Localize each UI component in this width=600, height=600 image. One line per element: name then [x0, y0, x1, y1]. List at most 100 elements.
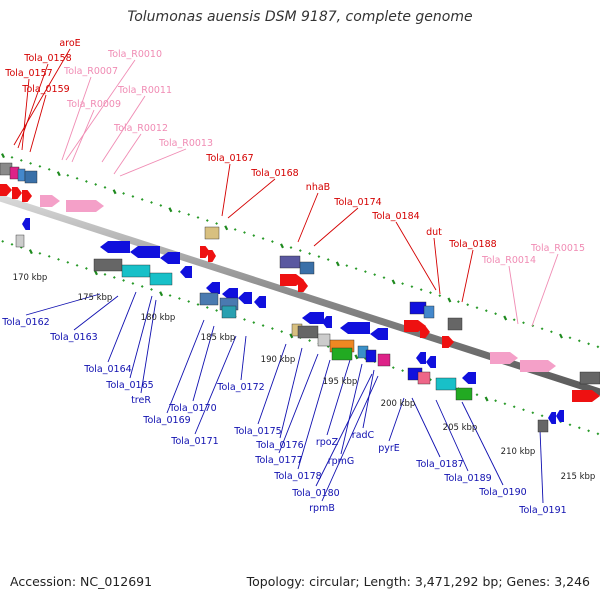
gene-label[interactable]: Tola_0172 [216, 382, 264, 393]
gene-label[interactable]: Tola_0169 [142, 415, 190, 426]
forward-gene-arrow [22, 190, 32, 202]
gene-label[interactable]: Tola_0168 [250, 168, 298, 179]
gene-label[interactable]: Tola_0177 [254, 455, 302, 466]
gene-label[interactable]: Tola_0158 [23, 53, 71, 64]
guide-dot [159, 291, 164, 297]
guide-dot [401, 369, 405, 373]
gene-label[interactable]: rpmG [328, 456, 355, 467]
guide-dot [373, 273, 377, 277]
gene-label[interactable]: Tola_0180 [291, 488, 339, 499]
gene-label[interactable]: Tola_R0011 [117, 85, 172, 96]
label-leader-line [140, 299, 157, 394]
guide-dot [261, 324, 265, 327]
gene-block [317, 333, 331, 347]
guide-dot [410, 285, 414, 289]
gene-block [579, 371, 600, 385]
label-leader-line [65, 59, 136, 161]
guide-dot [57, 257, 60, 261]
gene-label[interactable]: Tola_0188 [448, 239, 496, 250]
gene-block [121, 264, 151, 278]
gene-label[interactable]: Tola_0159 [21, 84, 69, 95]
reverse-gene-arrow [100, 241, 130, 253]
label-leader-line [166, 319, 205, 414]
gene-label[interactable]: Tola_0171 [170, 436, 218, 447]
forward-gene-arrow [442, 336, 454, 348]
gene-label[interactable]: Tola_0164 [83, 364, 131, 375]
gene-block [455, 387, 473, 401]
kbp-tick-label: 190 kbp [261, 355, 296, 365]
gene-label[interactable]: dut [426, 227, 442, 238]
gene-label[interactable]: Tola_0157 [4, 68, 52, 79]
gene-label[interactable]: pyrE [378, 443, 400, 454]
gene-label[interactable]: Tola_0184 [371, 211, 419, 222]
gene-label[interactable]: Tola_0170 [168, 403, 216, 414]
gene-label[interactable]: Tola_0189 [443, 473, 491, 484]
gene-label[interactable]: Tola_R0007 [63, 66, 118, 77]
guide-dot [577, 426, 581, 430]
gene-label[interactable]: Tola_R0012 [113, 123, 168, 134]
gene-block [93, 258, 123, 272]
label-leader-line [340, 363, 363, 455]
label-leader-line [362, 369, 375, 429]
gene-labels[interactable]: aroE Tola_0158 Tola_0157 Tola_0159 Tola_R001… [1, 38, 585, 516]
label-leader-line [29, 94, 47, 153]
guide-dot [103, 273, 107, 276]
label-leader-line [297, 192, 319, 243]
label-leader-line [240, 335, 247, 381]
guide-dot [38, 251, 42, 255]
map-title: Tolumonas auensis DSM 9187, complete gen… [127, 9, 473, 25]
gene-block [297, 325, 319, 339]
guide-dot [233, 228, 237, 231]
guide-dot [531, 411, 535, 415]
gene-label[interactable]: radC [352, 430, 375, 441]
gene-label[interactable]: aroE [59, 38, 80, 49]
guide-dot [335, 261, 340, 267]
guide-dot [84, 267, 88, 270]
label-leader-line [192, 325, 215, 402]
gene-label[interactable]: Tola_R0014 [481, 255, 536, 266]
topology-summary: Topology: circular; Length: 3,471,292 bp… [246, 574, 590, 589]
guide-dot [131, 195, 135, 198]
gene-features[interactable] [0, 162, 600, 433]
gene-label[interactable]: Tola_R0013 [158, 138, 213, 149]
label-leader-line [539, 429, 544, 504]
guide-dot [568, 336, 572, 340]
reverse-gene-arrow [416, 352, 426, 364]
reverse-gene-arrow [370, 328, 388, 340]
label-leaders [13, 48, 559, 504]
gene-label[interactable]: rpoZ [316, 437, 339, 448]
guide-dot [205, 219, 209, 222]
gene-label[interactable]: Tola_R0009 [66, 99, 121, 110]
gene-label[interactable]: treR [131, 395, 151, 406]
forward-gene-arrow [298, 280, 308, 292]
gene-label[interactable]: Tola_0191 [518, 505, 566, 516]
guide-dot [447, 297, 452, 303]
guide-dot [47, 167, 51, 171]
label-leader-line [227, 178, 276, 219]
gene-label[interactable]: Tola_0174 [333, 197, 381, 208]
gene-label[interactable]: Tola_0178 [273, 471, 321, 482]
gene-label[interactable]: Tola_0175 [233, 426, 281, 437]
gene-label[interactable]: Tola_0190 [478, 487, 526, 498]
gene-label[interactable]: Tola_0187 [415, 459, 463, 470]
gene-label[interactable]: Tola_R0015 [530, 243, 585, 254]
guide-dot [177, 210, 181, 213]
gene-label[interactable]: Tola_0162 [1, 317, 49, 328]
gene-label[interactable]: Tola_R0010 [107, 49, 162, 60]
label-leader-line [119, 148, 187, 177]
reverse-gene-arrow [238, 292, 252, 304]
gene-label[interactable]: nhaB [306, 182, 330, 193]
guide-dot [289, 246, 293, 249]
gene-label[interactable]: Tola_0167 [205, 153, 253, 164]
gene-label[interactable]: Tola_0165 [105, 380, 153, 391]
reverse-gene-arrow [160, 252, 180, 264]
gene-label[interactable]: rpmB [309, 503, 335, 514]
gene-block [9, 166, 20, 180]
gene-label[interactable]: Tola_0176 [255, 440, 303, 451]
guide-dot [243, 231, 246, 234]
guide-dot [587, 342, 591, 346]
gene-label[interactable]: Tola_0163 [49, 332, 97, 343]
forward-gene-arrow [520, 360, 556, 372]
guide-dot [75, 263, 79, 267]
